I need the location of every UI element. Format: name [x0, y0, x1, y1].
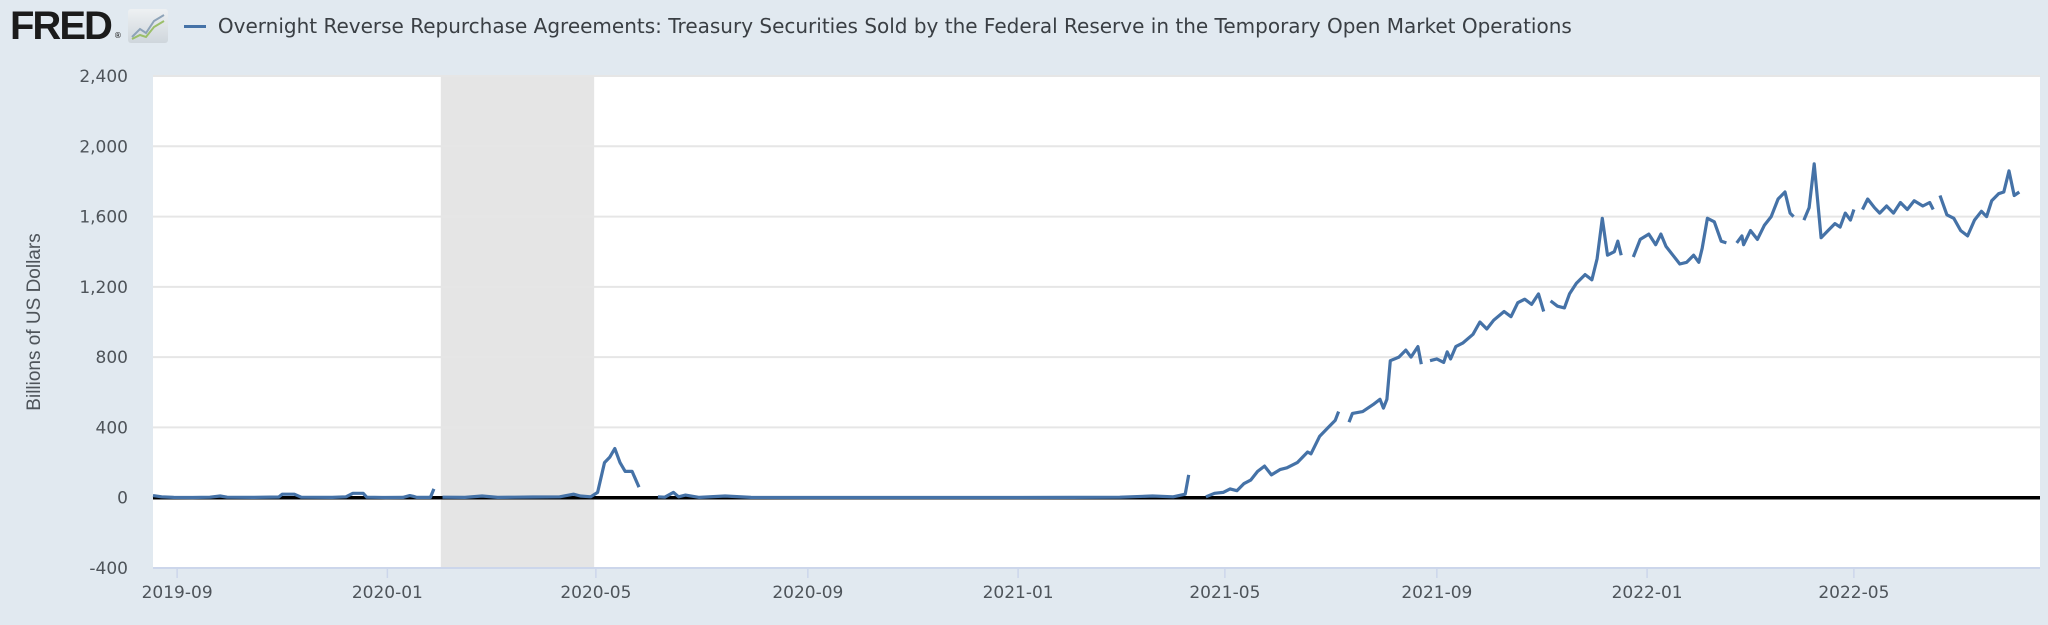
y-axis-label: Billions of US Dollars — [24, 233, 45, 410]
y-tick-label: 800 — [96, 348, 128, 368]
x-tick-label: 2021-01 — [983, 583, 1054, 603]
y-tick-label: -400 — [89, 559, 128, 579]
fred-logo[interactable]: FRED — [10, 4, 113, 48]
x-tick-label: 2020-09 — [772, 583, 843, 603]
y-tick-label: 1,600 — [79, 208, 128, 228]
y-tick-label: 1,200 — [79, 278, 128, 298]
series-segment — [442, 446, 641, 499]
series-segment — [1549, 216, 1623, 310]
y-tick-label: 400 — [96, 418, 128, 438]
x-tick-label: 2021-05 — [1189, 583, 1260, 603]
x-tick-label: 2022-01 — [1612, 583, 1683, 603]
legend-swatch — [183, 24, 206, 28]
y-tick-label: 2,400 — [79, 67, 128, 87]
chart-header: FRED ® Overnight Reverse Repurchase Agre… — [10, 4, 1572, 48]
x-tick-label: 2022-05 — [1818, 583, 1889, 603]
x-axis-ticks: 2019-09 2020-01 2020-05 2020-09 2021-01 2021-… — [142, 568, 1889, 603]
x-tick-label: 2020-05 — [560, 583, 631, 603]
series-title: Overnight Reverse Repurchase Agreements:… — [217, 14, 1572, 38]
series-segment — [1802, 162, 1856, 240]
recession-shading — [440, 76, 595, 568]
series-segment — [1429, 292, 1546, 364]
series-segment — [657, 474, 1191, 500]
series-line — [152, 162, 2021, 500]
series-segment — [1735, 190, 1795, 247]
x-tick-label: 2020-01 — [352, 583, 423, 603]
chart-trend-icon — [127, 9, 168, 43]
x-tick-label: 2021-09 — [1401, 583, 1472, 603]
y-tick-label: 0 — [117, 489, 128, 509]
series-segment — [1205, 411, 1341, 499]
plot-area — [153, 76, 2040, 568]
series-segment — [152, 488, 436, 500]
recession-band — [440, 76, 595, 568]
y-axis-ticks: -400 0 400 800 1,200 1,600 2,000 2,400 — [79, 67, 128, 579]
series-segment — [1861, 197, 1935, 215]
series-segment — [1347, 345, 1423, 423]
y-tick-label: 2,000 — [79, 137, 128, 157]
plot-background — [153, 76, 2040, 568]
series-segment — [1631, 216, 1727, 266]
series-segment — [1938, 169, 2021, 238]
registered-mark: ® — [113, 31, 122, 40]
x-tick-label: 2019-09 — [142, 583, 213, 603]
